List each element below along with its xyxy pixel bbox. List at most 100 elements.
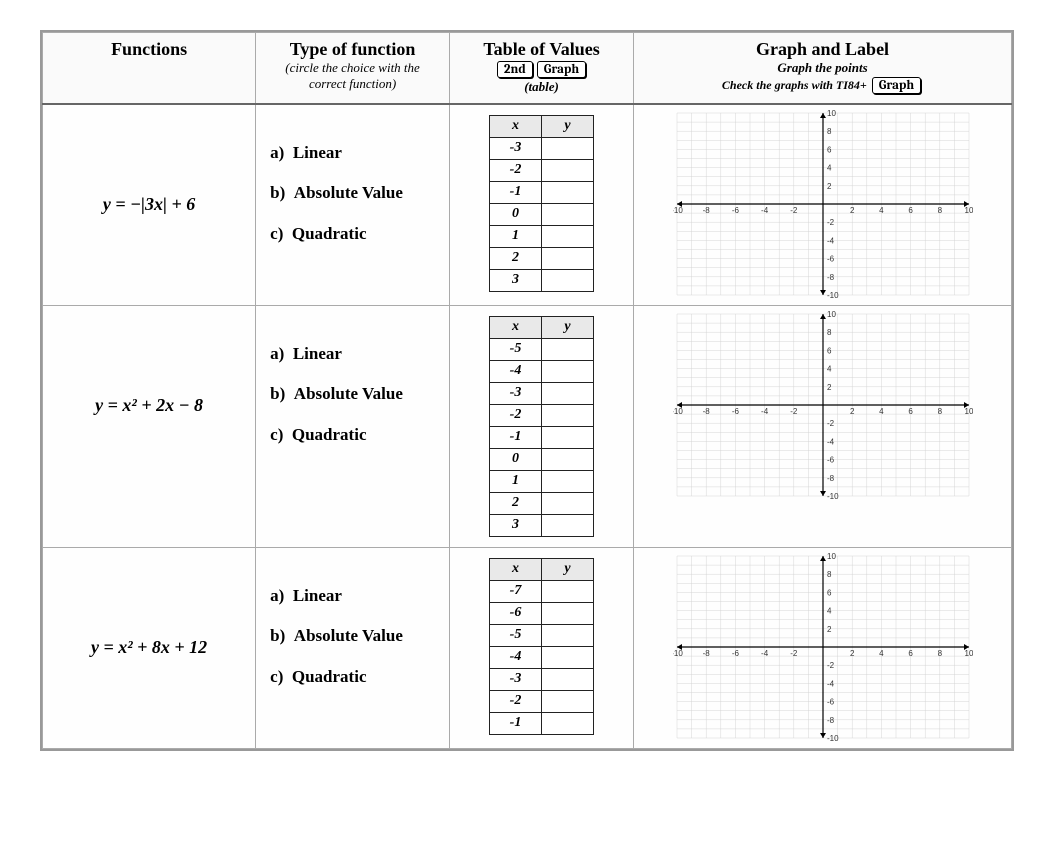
y-input-cell[interactable] <box>542 159 594 181</box>
type-choice-c[interactable]: c) Quadratic <box>270 657 435 698</box>
y-input-cell[interactable] <box>542 137 594 159</box>
svg-text:-2: -2 <box>827 661 835 670</box>
table-row: -2 <box>490 159 594 181</box>
type-choice-b[interactable]: b) Absolute Value <box>270 374 435 415</box>
table-row: -5 <box>490 338 594 360</box>
y-input-cell[interactable] <box>542 181 594 203</box>
svg-text:-6: -6 <box>731 649 739 658</box>
y-input-cell[interactable] <box>542 426 594 448</box>
svg-text:2: 2 <box>850 206 855 215</box>
table-row: -3 <box>490 668 594 690</box>
y-input-cell[interactable] <box>542 602 594 624</box>
table-of-values: xy-5-4-3-2-10123 <box>489 316 594 537</box>
type-choice-a[interactable]: a) Linear <box>270 334 435 375</box>
type-choice-c[interactable]: c) Quadratic <box>270 415 435 456</box>
svg-text:-10: -10 <box>673 206 683 215</box>
worksheet-table: Functions Type of function (circle the c… <box>40 30 1014 751</box>
svg-text:-8: -8 <box>702 407 710 416</box>
svg-text:-10: -10 <box>827 492 839 500</box>
tov-x-header: x <box>490 316 542 338</box>
svg-text:-2: -2 <box>790 407 798 416</box>
svg-text:10: 10 <box>827 552 836 561</box>
y-input-cell[interactable] <box>542 225 594 247</box>
coordinate-grid: -10-8-6-4-2246810246810-2-4-6-8-10 <box>673 310 973 500</box>
y-input-cell[interactable] <box>542 448 594 470</box>
svg-text:6: 6 <box>827 588 832 597</box>
y-input-cell[interactable] <box>542 269 594 291</box>
y-input-cell[interactable] <box>542 247 594 269</box>
table-row: -2 <box>490 690 594 712</box>
svg-text:6: 6 <box>908 206 913 215</box>
table-row: -4 <box>490 646 594 668</box>
type-choice-b[interactable]: b) Absolute Value <box>270 616 435 657</box>
svg-text:2: 2 <box>827 624 832 633</box>
table-of-values: xy-7-6-5-4-3-2-1 <box>489 558 594 735</box>
svg-text:-8: -8 <box>827 473 835 482</box>
y-input-cell[interactable] <box>542 646 594 668</box>
svg-text:8: 8 <box>827 127 832 136</box>
tov-y-header: y <box>542 316 594 338</box>
svg-text:-8: -8 <box>702 206 710 215</box>
y-input-cell[interactable] <box>542 580 594 602</box>
table-row: 2 <box>490 492 594 514</box>
hdr-tov: Table of Values 2ndGraph (table) <box>449 33 633 104</box>
svg-text:2: 2 <box>850 407 855 416</box>
svg-text:8: 8 <box>827 570 832 579</box>
svg-text:4: 4 <box>879 407 884 416</box>
svg-text:-4: -4 <box>761 206 769 215</box>
hdr-type: Type of function (circle the choice with… <box>256 33 450 104</box>
svg-text:-6: -6 <box>827 254 835 263</box>
svg-text:-8: -8 <box>702 649 710 658</box>
y-input-cell[interactable] <box>542 360 594 382</box>
y-input-cell[interactable] <box>542 690 594 712</box>
svg-text:-4: -4 <box>761 407 769 416</box>
svg-text:4: 4 <box>827 606 832 615</box>
svg-text:-4: -4 <box>827 236 835 245</box>
tov-y-header: y <box>542 558 594 580</box>
y-input-cell[interactable] <box>542 712 594 734</box>
svg-text:10: 10 <box>964 407 972 416</box>
y-input-cell[interactable] <box>542 338 594 360</box>
type-choice-a[interactable]: a) Linear <box>270 576 435 617</box>
type-choice-b[interactable]: b) Absolute Value <box>270 173 435 214</box>
svg-text:8: 8 <box>937 649 942 658</box>
y-input-cell[interactable] <box>542 470 594 492</box>
tov-y-header: y <box>542 115 594 137</box>
svg-text:-6: -6 <box>827 697 835 706</box>
svg-text:2: 2 <box>827 181 832 190</box>
svg-text:-10: -10 <box>827 734 839 742</box>
tov-x-header: x <box>490 115 542 137</box>
svg-text:-2: -2 <box>827 218 835 227</box>
svg-text:4: 4 <box>827 163 832 172</box>
table-row: -3 <box>490 382 594 404</box>
type-choice-c[interactable]: c) Quadratic <box>270 214 435 255</box>
svg-text:-10: -10 <box>827 291 839 299</box>
svg-text:8: 8 <box>937 407 942 416</box>
function-expression: y = −|3x| + 6 <box>43 105 255 305</box>
table-row: -2 <box>490 404 594 426</box>
table-row: -7 <box>490 580 594 602</box>
table-row: 3 <box>490 269 594 291</box>
tov-x-header: x <box>490 558 542 580</box>
svg-text:-8: -8 <box>827 272 835 281</box>
y-input-cell[interactable] <box>542 404 594 426</box>
svg-text:10: 10 <box>964 649 972 658</box>
y-input-cell[interactable] <box>542 624 594 646</box>
table-row: 2 <box>490 247 594 269</box>
svg-text:10: 10 <box>827 109 836 118</box>
y-input-cell[interactable] <box>542 382 594 404</box>
function-expression: y = x² + 8x + 12 <box>43 548 255 748</box>
table-row: -1 <box>490 426 594 448</box>
table-row: 1 <box>490 470 594 492</box>
svg-text:-10: -10 <box>673 649 683 658</box>
y-input-cell[interactable] <box>542 514 594 536</box>
svg-text:-6: -6 <box>731 407 739 416</box>
y-input-cell[interactable] <box>542 492 594 514</box>
coordinate-grid: -10-8-6-4-2246810246810-2-4-6-8-10 <box>673 109 973 299</box>
y-input-cell[interactable] <box>542 203 594 225</box>
y-input-cell[interactable] <box>542 668 594 690</box>
svg-text:-4: -4 <box>827 679 835 688</box>
type-choice-a[interactable]: a) Linear <box>270 133 435 174</box>
svg-text:-4: -4 <box>761 649 769 658</box>
svg-text:8: 8 <box>937 206 942 215</box>
